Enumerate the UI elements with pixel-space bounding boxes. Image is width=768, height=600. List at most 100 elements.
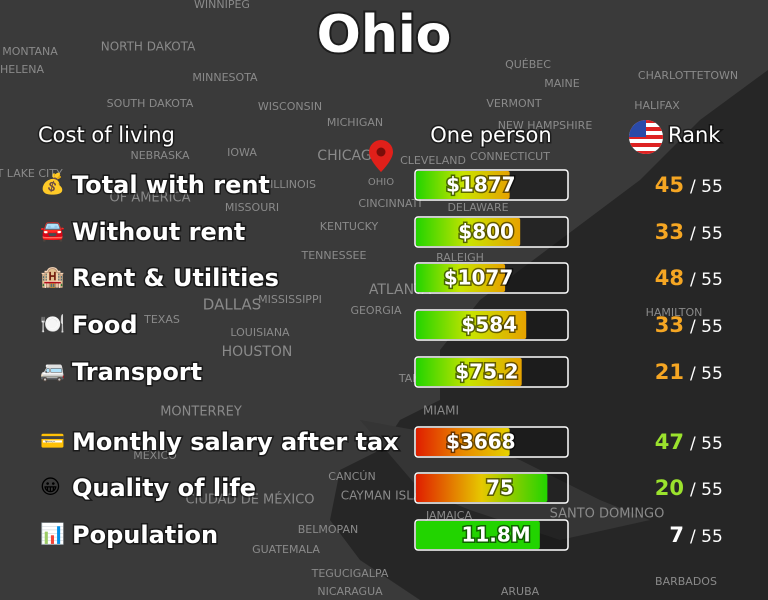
rank: 48 <box>655 266 684 290</box>
row-label: Transport <box>72 358 202 386</box>
map-label: GEORGIA <box>350 304 402 317</box>
rank: 47 <box>655 430 684 454</box>
row-icon: 🍽️ <box>40 312 65 336</box>
map-label: GUATEMALA <box>252 543 320 556</box>
row-icon: 🚐 <box>40 359 65 383</box>
row-label: Population <box>72 521 218 549</box>
map-label: TEGUCIGALPA <box>311 567 389 580</box>
map-label: VERMONT <box>486 97 541 110</box>
map-label: BELMOPAN <box>298 523 358 536</box>
pin <box>369 140 393 172</box>
bar-fill <box>416 358 522 386</box>
row-icon: 💰 <box>40 172 65 196</box>
map-label: NICARAGUA <box>317 585 383 598</box>
header-rank: Rank <box>668 123 721 147</box>
us-flag <box>629 120 663 154</box>
map-label: CHARLOTTETOWN <box>638 69 738 82</box>
rank: 33 <box>655 313 684 337</box>
map-label: ILLINOIS <box>270 178 316 191</box>
bar-value: 75 <box>486 476 514 500</box>
map-label: MICHIGAN <box>327 116 383 129</box>
bar-fill <box>416 474 548 502</box>
map-label: LOUISIANA <box>230 326 290 339</box>
map-label: CANCÚN <box>328 470 375 483</box>
map-label: MONTERREY <box>160 405 242 420</box>
bar-value: $3668 <box>446 430 516 454</box>
row-label: Rent & Utilities <box>72 264 279 292</box>
bar-value: $1877 <box>446 173 516 197</box>
map-label: DELAWARE <box>447 201 508 214</box>
map-label: CHICAGO <box>317 148 382 164</box>
rank-total: / 55 <box>690 224 723 244</box>
rank: 45 <box>655 173 684 197</box>
map-label: TEXAS <box>143 313 180 326</box>
row-icon: 😀 <box>40 475 61 499</box>
bar-value: 11.8M <box>461 523 530 547</box>
map-label: HAMILTON <box>646 306 703 319</box>
bar-fill <box>416 428 510 456</box>
row-icon: 💳 <box>40 429 65 453</box>
map-label: SOUTH DAKOTA <box>107 97 194 110</box>
row-label: Without rent <box>72 218 245 246</box>
rank-total: / 55 <box>690 434 723 454</box>
bar-fill <box>416 311 527 339</box>
bar-fill <box>416 218 521 246</box>
map-label: NEW HAMPSHIRE <box>498 119 593 132</box>
rank: 33 <box>655 220 684 244</box>
map-label: MISSISSIPPI <box>258 293 322 306</box>
map-label: SALT LAKE CITY <box>0 167 63 180</box>
bar-value: $1077 <box>444 266 514 290</box>
rank-total: / 55 <box>690 364 723 384</box>
bar-value: $584 <box>461 313 517 337</box>
map-label: MAINE <box>544 77 579 90</box>
map-label: TENNESSEE <box>301 249 367 262</box>
map-label: CLEVELAND <box>400 154 466 167</box>
rank-total: / 55 <box>690 480 723 500</box>
map-label: SANTO DOMINGO <box>550 507 665 522</box>
map-label: MIAMI <box>423 404 459 418</box>
map-label: CONNECTICUT <box>470 150 550 163</box>
map-label: QUÉBEC <box>505 58 551 71</box>
map-label: CIUDAD DE MÉXICO <box>185 492 314 508</box>
map-label: OF AMERICA <box>109 191 190 206</box>
header-value: One person <box>430 123 551 147</box>
map-label: MÉXICO <box>133 449 177 462</box>
map-label: CINCINNATI <box>358 197 421 210</box>
row-icon: 🚘 <box>40 219 65 243</box>
rank: 21 <box>655 360 684 384</box>
row-icon: 📊 <box>40 522 65 546</box>
map-label: HALIFAX <box>634 99 680 112</box>
title: Ohio <box>317 5 452 65</box>
row-label: Food <box>72 311 138 339</box>
map-label: OHIO <box>368 177 394 188</box>
map-label: NORTH DAKOTA <box>101 40 196 54</box>
map-label: JAMAICA <box>425 509 473 522</box>
map-label: MISSOURI <box>225 201 279 214</box>
map-label: NEBRASKA <box>131 149 190 162</box>
rank: 7 <box>669 523 684 547</box>
rank-total: / 55 <box>690 527 723 547</box>
rank-total: / 55 <box>690 317 723 337</box>
map-label: MONTANA <box>2 45 58 58</box>
bar-fill <box>416 521 540 549</box>
header-category: Cost of living <box>38 123 175 147</box>
rank-total: / 55 <box>690 177 723 197</box>
map-label: KENTUCKY <box>320 220 379 233</box>
map-label: WINNIPEG <box>194 0 250 11</box>
map-label: MINNESOTA <box>192 71 258 84</box>
map-label: RALEIGH <box>436 251 484 264</box>
map-label: DALLAS <box>203 296 261 314</box>
map-label: ARUBA <box>501 585 540 598</box>
rank: 20 <box>655 476 684 500</box>
row-label: Quality of life <box>72 474 256 502</box>
map-label: HOUSTON <box>222 344 293 360</box>
map-label: BARBADOS <box>655 575 717 588</box>
map-label: WISCONSIN <box>258 100 322 113</box>
map-label: HELENA <box>0 63 44 76</box>
bar-value: $800 <box>458 220 514 244</box>
bar-fill <box>416 171 510 199</box>
bar-fill <box>416 264 506 292</box>
rank-total: / 55 <box>690 270 723 290</box>
